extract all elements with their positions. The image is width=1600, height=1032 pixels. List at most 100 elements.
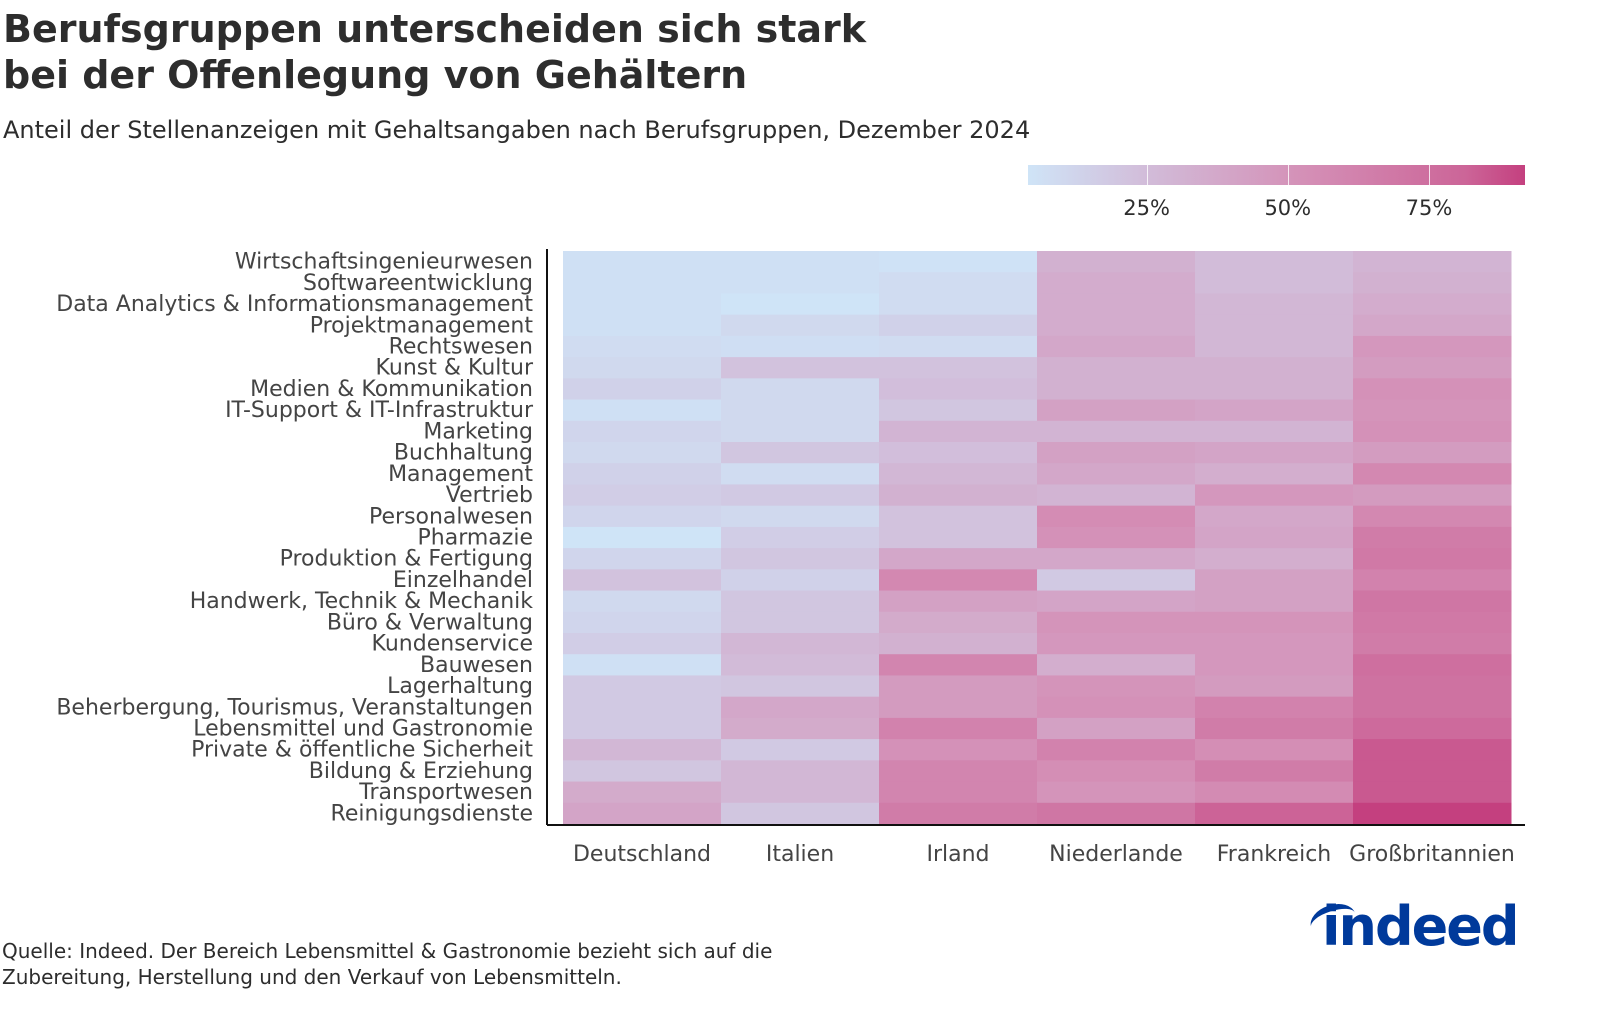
heatmap-cell — [879, 505, 1038, 528]
heatmap-cell — [879, 357, 1038, 379]
heatmap-cell — [1353, 357, 1512, 379]
indeed-logo: indeed — [1306, 895, 1520, 958]
y-tick-label: Beherbergung, Tourismus, Veranstaltungen — [56, 695, 533, 720]
x-tick-label: Frankreich — [1217, 842, 1332, 867]
heatmap-cell — [1195, 357, 1354, 379]
heatmap-cell — [879, 633, 1038, 655]
heatmap-cell — [1353, 569, 1512, 592]
heatmap-cell — [1353, 696, 1512, 719]
heatmap-cell — [563, 314, 722, 337]
heatmap-cell — [563, 484, 722, 507]
heatmap-cell — [1037, 293, 1196, 316]
heatmap-cell — [1353, 272, 1512, 294]
x-tick-label: Niederlande — [1049, 842, 1183, 867]
heatmap-cell — [1195, 420, 1354, 443]
heatmap-cell — [721, 569, 880, 592]
y-tick-label: Einzelhandel — [393, 568, 533, 593]
heatmap-cell — [1195, 251, 1354, 273]
y-tick-label: Buchhaltung — [394, 441, 533, 466]
heatmap-cell — [879, 696, 1038, 719]
heatmap-cell — [1195, 314, 1354, 337]
footnote-line-1: Quelle: Indeed. Der Bereich Lebensmittel… — [2, 939, 773, 963]
legend-tick-label: 75% — [1405, 196, 1453, 220]
heatmap-cell — [879, 548, 1038, 570]
heatmap-cell — [1195, 463, 1354, 485]
heatmap-cell — [879, 739, 1038, 761]
y-tick-label: Lebensmittel und Gastronomie — [193, 717, 533, 742]
heatmap-cell — [563, 569, 722, 592]
y-tick-label: Rechtswesen — [389, 335, 533, 360]
heatmap-cell — [1195, 335, 1354, 358]
heatmap-cell — [563, 272, 722, 294]
heatmap-cell — [563, 802, 722, 825]
heatmap-cell — [1353, 293, 1512, 316]
heatmap-cell — [1195, 526, 1354, 549]
heatmap-cell — [1195, 272, 1354, 294]
heatmap-cell — [721, 526, 880, 549]
heatmap-cell — [1353, 442, 1512, 464]
heatmap-cell — [1037, 633, 1196, 655]
legend-tick — [1287, 165, 1289, 185]
legend-tick — [1146, 165, 1148, 185]
heatmap-cell — [1353, 251, 1512, 273]
heatmap-cell — [1037, 484, 1196, 507]
heatmap-cell — [1037, 314, 1196, 337]
heatmap-cell — [1353, 335, 1512, 358]
heatmap-cell — [1195, 399, 1354, 422]
heatmap-cell — [879, 611, 1038, 634]
heatmap-cell — [879, 802, 1038, 825]
heatmap-cell — [1195, 590, 1354, 613]
y-tick-label: Marketing — [423, 419, 533, 444]
heatmap-cell — [563, 590, 722, 613]
heatmap-cell — [1353, 463, 1512, 485]
heatmap-cell — [1353, 654, 1512, 676]
chart-subtitle: Anteil der Stellenanzeigen mit Gehaltsan… — [3, 116, 1031, 144]
heatmap-cell — [1353, 420, 1512, 443]
heatmap-cell — [1353, 548, 1512, 570]
heatmap-cell — [879, 781, 1038, 804]
heatmap-cell — [879, 675, 1038, 698]
heatmap-cell — [879, 399, 1038, 422]
heatmap-cell — [563, 696, 722, 719]
heatmap-cell — [1353, 505, 1512, 528]
heatmap-cell — [879, 335, 1038, 358]
legend-tick-label: 25% — [1123, 196, 1170, 220]
heatmap-cell — [1037, 357, 1196, 379]
heatmap-cell — [563, 442, 722, 464]
y-tick-label: Handwerk, Technik & Mechanik — [190, 589, 534, 614]
heatmap-cell — [1037, 272, 1196, 294]
heatmap-cell — [1353, 484, 1512, 507]
heatmap-cell — [1353, 739, 1512, 761]
heatmap-cell — [1195, 633, 1354, 655]
heatmap-cell — [1037, 378, 1196, 401]
footnote: Quelle: Indeed. Der Bereich Lebensmittel… — [2, 938, 772, 990]
heatmap-cell — [1037, 654, 1196, 676]
heatmap-cell — [879, 526, 1038, 549]
heatmap-cell — [879, 654, 1038, 676]
heatmap-cell — [721, 590, 880, 613]
logo-text: indeed — [1322, 895, 1520, 958]
y-tick-label: Data Analytics & Informationsmanagement — [56, 292, 533, 317]
y-tick-label: Büro & Verwaltung — [327, 610, 533, 635]
y-tick-label: Softwareentwicklung — [303, 271, 533, 296]
heatmap-cell — [721, 802, 880, 825]
heatmap-cell — [563, 399, 722, 422]
heatmap-cell — [1195, 802, 1354, 825]
heatmap-cell — [563, 611, 722, 634]
heatmap-cell — [563, 760, 722, 783]
heatmap-cell — [1037, 335, 1196, 358]
heatmap-cell — [1353, 611, 1512, 634]
y-tick-label: Private & öffentliche Sicherheit — [191, 738, 533, 763]
y-tick-label: Kundenservice — [372, 632, 533, 657]
heatmap-cell — [879, 484, 1038, 507]
heatmap-cell — [879, 442, 1038, 464]
y-tick-label: Personalwesen — [369, 504, 533, 529]
heatmap-cell — [721, 399, 880, 422]
heatmap-cell — [1195, 739, 1354, 761]
y-tick-label: Vertrieb — [446, 483, 533, 508]
heatmap-cell — [563, 378, 722, 401]
y-tick-label: Lagerhaltung — [387, 674, 533, 699]
legend-tick — [1428, 165, 1430, 185]
heatmap-cell — [1037, 781, 1196, 804]
y-tick-label: IT-Support & IT-Infrastruktur — [225, 398, 534, 423]
